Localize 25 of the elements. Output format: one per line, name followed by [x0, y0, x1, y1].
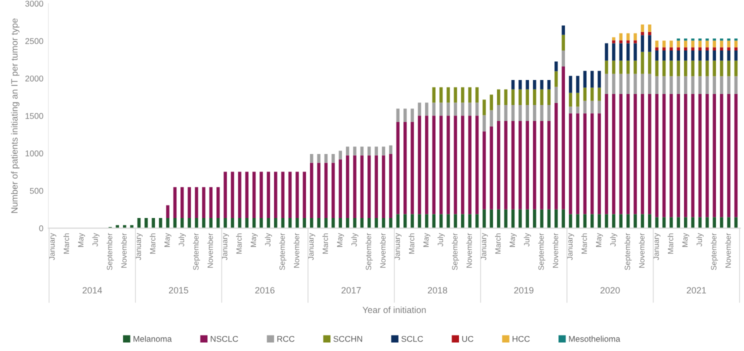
y-tick-label: 1500 [26, 113, 44, 119]
text: 2014 [82, 287, 102, 294]
legend-label: HCC [512, 336, 530, 342]
y-tick-label: 500 [30, 188, 44, 194]
y-tick-label: 2000 [25, 76, 44, 82]
legend-label: Mesothelioma [569, 336, 620, 342]
text: 2016 [255, 287, 274, 294]
legend-label: SCLC [401, 336, 423, 342]
legend-label: RCC [277, 336, 294, 342]
y-tick-label: 2500 [25, 38, 44, 44]
text: 2019 [514, 287, 534, 294]
text: 2018 [428, 287, 448, 294]
legend-label: Melanoma [134, 336, 172, 342]
y-tick-label: 1000 [26, 150, 44, 156]
x-axis-title: Year of initiation [362, 306, 426, 314]
legend-label: NSCLC [210, 336, 238, 342]
text: 2017 [342, 287, 361, 294]
y-tick-label: 3000 [25, 0, 44, 7]
legend-label: SCCHN [333, 336, 362, 342]
y-tick-label: 0 [39, 225, 44, 232]
text: 2021 [686, 287, 706, 294]
text: 2015 [168, 287, 188, 294]
text: 2020 [600, 287, 620, 294]
legend-label: UC [462, 336, 474, 342]
y-axis-title: Number of patients initiating an IT per tumor type [10, 18, 20, 213]
